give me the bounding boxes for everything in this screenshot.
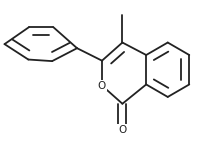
Text: O: O [118,125,126,135]
Text: O: O [98,81,106,91]
